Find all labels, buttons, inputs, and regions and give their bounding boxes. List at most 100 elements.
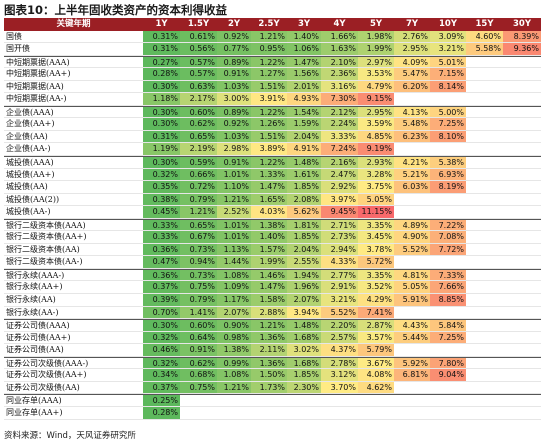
value-cell: 1.68% xyxy=(287,356,321,370)
value-cell: 4.21% xyxy=(394,156,430,169)
value-cell: 2.47% xyxy=(321,168,358,182)
value-cell: 3.94% xyxy=(287,306,321,320)
value-cell xyxy=(503,93,541,106)
value-cell: 1.47% xyxy=(287,55,321,69)
value-cell: 3.09% xyxy=(430,30,466,44)
value-cell: 3.21% xyxy=(321,294,358,307)
row-label: 中短期票据(AAA) xyxy=(4,55,143,69)
value-cell: 0.67% xyxy=(180,231,217,244)
value-cell: 3.53% xyxy=(358,68,394,81)
source-note: 资料来源：Wind，天风证券研究所 xyxy=(4,431,136,441)
value-cell xyxy=(503,294,541,307)
value-cell xyxy=(503,169,541,182)
value-cell xyxy=(466,68,503,81)
value-cell: 0.30% xyxy=(143,105,180,119)
value-cell: 2.04% xyxy=(287,243,321,257)
value-cell: 2.07% xyxy=(287,294,321,307)
value-cell: 1.19% xyxy=(143,143,180,157)
header-tenor-1y: 1Y xyxy=(143,18,180,31)
value-cell: 3.78% xyxy=(358,243,394,257)
value-cell: 0.70% xyxy=(143,306,180,320)
value-cell xyxy=(466,93,503,106)
value-cell: 4.89% xyxy=(394,218,430,232)
value-cell: 9.04% xyxy=(430,369,466,382)
value-cell: 2.10% xyxy=(321,55,358,69)
value-cell: 0.89% xyxy=(217,105,251,119)
value-cell: 1.47% xyxy=(251,181,287,194)
row-label: 中短期票据(AA+) xyxy=(4,68,143,81)
value-cell xyxy=(466,131,503,144)
value-cell xyxy=(466,55,503,69)
value-cell: 1.21% xyxy=(251,319,287,332)
value-cell xyxy=(394,93,430,106)
value-cell xyxy=(394,194,430,207)
value-cell xyxy=(466,218,503,232)
value-cell: 0.32% xyxy=(143,356,180,370)
value-cell: 0.36% xyxy=(143,243,180,257)
value-cell: 5.44% xyxy=(394,331,430,345)
value-cell: 1.21% xyxy=(217,193,251,207)
value-cell: 1.36% xyxy=(251,356,287,370)
value-cell: 0.32% xyxy=(143,168,180,182)
value-cell: 3.35% xyxy=(358,218,394,232)
value-cell: 2.94% xyxy=(321,243,358,257)
value-cell: 1.21% xyxy=(251,30,287,44)
value-cell: 0.59% xyxy=(180,156,217,169)
value-cell: 1.44% xyxy=(217,256,251,269)
row-label: 中短期票据(AA-) xyxy=(4,93,143,106)
row-label: 证券公司次级债(AAA-) xyxy=(4,356,143,370)
value-cell: 3.16% xyxy=(321,80,358,94)
value-cell: 0.28% xyxy=(143,68,180,81)
row-label: 银行二级资本债(AAA) xyxy=(4,218,143,232)
value-cell: 0.28% xyxy=(143,406,180,420)
value-cell: 0.45% xyxy=(143,206,180,219)
value-cell: 1.36% xyxy=(251,331,287,345)
value-cell xyxy=(394,307,430,320)
value-cell: 0.79% xyxy=(180,294,217,307)
value-cell xyxy=(503,332,541,345)
value-cell: 1.65% xyxy=(251,193,287,207)
row-label: 城投债(AA+) xyxy=(4,169,143,182)
value-cell: 1.01% xyxy=(217,218,251,232)
value-cell: 4.09% xyxy=(394,55,430,69)
value-cell xyxy=(466,105,503,119)
value-cell: 2.16% xyxy=(321,156,358,169)
value-cell: 3.75% xyxy=(358,181,394,194)
value-cell: 2.91% xyxy=(321,281,358,295)
value-cell xyxy=(503,231,541,244)
header-tenor-7y: 7Y xyxy=(394,18,430,31)
value-cell: 1.40% xyxy=(287,30,321,44)
value-cell: 1.22% xyxy=(251,105,287,119)
value-cell xyxy=(466,244,503,257)
value-cell: 5.01% xyxy=(430,55,466,69)
value-cell xyxy=(217,407,251,420)
header-tenor-2-5y: 2.5Y xyxy=(251,18,287,31)
value-cell xyxy=(287,394,321,407)
value-cell: 2.87% xyxy=(358,319,394,332)
value-cell: 0.73% xyxy=(180,268,217,282)
value-cell: 4.62% xyxy=(358,381,394,395)
value-cell: 2.04% xyxy=(287,130,321,144)
row-label: 银行永续(AA-) xyxy=(4,307,143,320)
value-cell xyxy=(394,394,430,407)
value-cell: 5.79% xyxy=(358,344,394,357)
value-cell xyxy=(466,156,503,169)
value-cell xyxy=(358,407,394,420)
value-cell xyxy=(466,268,503,282)
value-cell xyxy=(503,256,541,269)
value-cell xyxy=(430,382,466,395)
header-tenor-label: 关键年期 xyxy=(4,18,143,31)
value-cell: 0.91% xyxy=(180,344,217,357)
value-cell: 0.34% xyxy=(143,369,180,382)
value-cell: 0.25% xyxy=(143,394,180,407)
value-cell xyxy=(466,118,503,131)
value-cell xyxy=(358,394,394,407)
value-cell: 1.85% xyxy=(287,231,321,244)
value-cell: 1.81% xyxy=(287,218,321,232)
value-cell: 5.21% xyxy=(394,168,430,182)
value-cell: 2.95% xyxy=(358,105,394,119)
value-cell: 1.08% xyxy=(217,268,251,282)
value-cell: 1.54% xyxy=(287,105,321,119)
row-label: 银行永续(AAA-) xyxy=(4,268,143,282)
value-cell xyxy=(503,319,541,332)
